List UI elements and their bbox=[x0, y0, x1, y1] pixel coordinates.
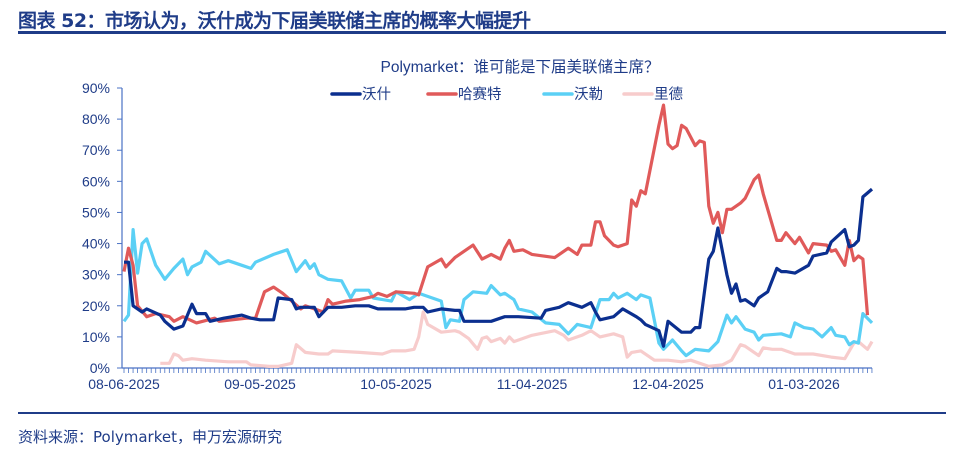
y-tick-label: 80% bbox=[82, 111, 110, 127]
y-tick-label: 40% bbox=[82, 236, 110, 252]
title-divider bbox=[18, 31, 946, 34]
y-tick-label: 90% bbox=[82, 80, 110, 96]
legend-item: 沃勒 bbox=[542, 86, 603, 103]
y-tick-label: 0% bbox=[90, 360, 110, 376]
x-tick-label: 11-04-2025 bbox=[497, 376, 568, 392]
footer-divider bbox=[18, 412, 946, 414]
series-line-3 bbox=[160, 310, 874, 368]
legend-label: 沃勒 bbox=[574, 86, 603, 103]
legend-label: 里德 bbox=[654, 86, 683, 103]
x-tick-label: 08-06-2025 bbox=[88, 376, 160, 392]
series-line-1 bbox=[122, 103, 870, 325]
legend-item: 里德 bbox=[622, 86, 683, 103]
x-tick-label: 01-03-2026 bbox=[768, 376, 840, 392]
y-tick-label: 70% bbox=[82, 142, 110, 158]
y-tick-label: 60% bbox=[82, 173, 110, 189]
series-line-2 bbox=[122, 228, 874, 358]
source-note: 资料来源：Polymarket，申万宏源研究 bbox=[18, 428, 282, 446]
line-chart: Polymarket：谁可能是下届美联储主席？ 沃什 哈赛特 沃勒 里德 0% 10% 2… bbox=[82, 58, 874, 392]
y-axis: 0% 10% 20% 30% 40% 50% 60% 70% 80% 90% bbox=[82, 80, 123, 376]
series-line-0 bbox=[124, 187, 874, 348]
x-tick-label: 10-05-2025 bbox=[360, 376, 432, 392]
x-tick-label: 09-05-2025 bbox=[224, 376, 296, 392]
x-axis: 08-06-2025 09-05-2025 10-05-2025 11-04-2025… bbox=[88, 367, 873, 392]
legend: 沃什 哈赛特 沃勒 里德 bbox=[330, 86, 683, 103]
y-tick-label: 30% bbox=[82, 267, 110, 283]
y-tick-label: 10% bbox=[82, 329, 110, 345]
chart-title: Polymarket：谁可能是下届美联储主席？ bbox=[380, 58, 659, 76]
series-lines bbox=[122, 103, 874, 368]
x-tick-label: 12-04-2025 bbox=[632, 376, 704, 392]
figure-title: 图表 52：市场认为，沃什成为下届美联储主席的概率大幅提升 bbox=[18, 10, 531, 32]
y-tick-label: 20% bbox=[82, 298, 110, 314]
legend-label: 沃什 bbox=[362, 86, 391, 103]
legend-item: 哈赛特 bbox=[426, 86, 502, 103]
legend-item: 沃什 bbox=[330, 86, 391, 103]
legend-label: 哈赛特 bbox=[458, 86, 502, 103]
y-tick-label: 50% bbox=[82, 204, 110, 220]
